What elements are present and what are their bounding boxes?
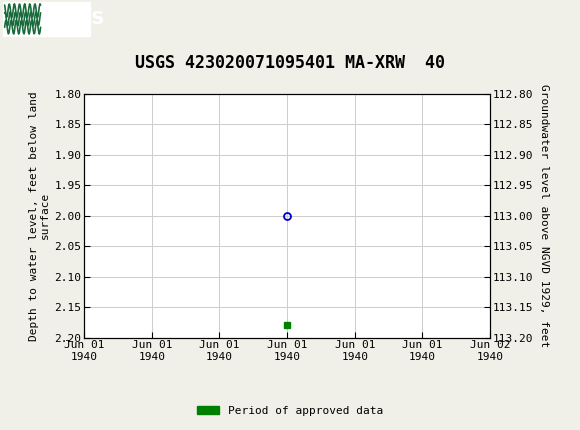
Bar [3, 2, 90, 36]
Y-axis label: Groundwater level above NGVD 1929, feet: Groundwater level above NGVD 1929, feet [539, 84, 549, 347]
Y-axis label: Depth to water level, feet below land
surface: Depth to water level, feet below land su… [28, 91, 50, 341]
Text: USGS 423020071095401 MA-XRW  40: USGS 423020071095401 MA-XRW 40 [135, 54, 445, 72]
Text: USGS: USGS [49, 10, 104, 28]
Legend: Period of approved data: Period of approved data [193, 401, 387, 420]
